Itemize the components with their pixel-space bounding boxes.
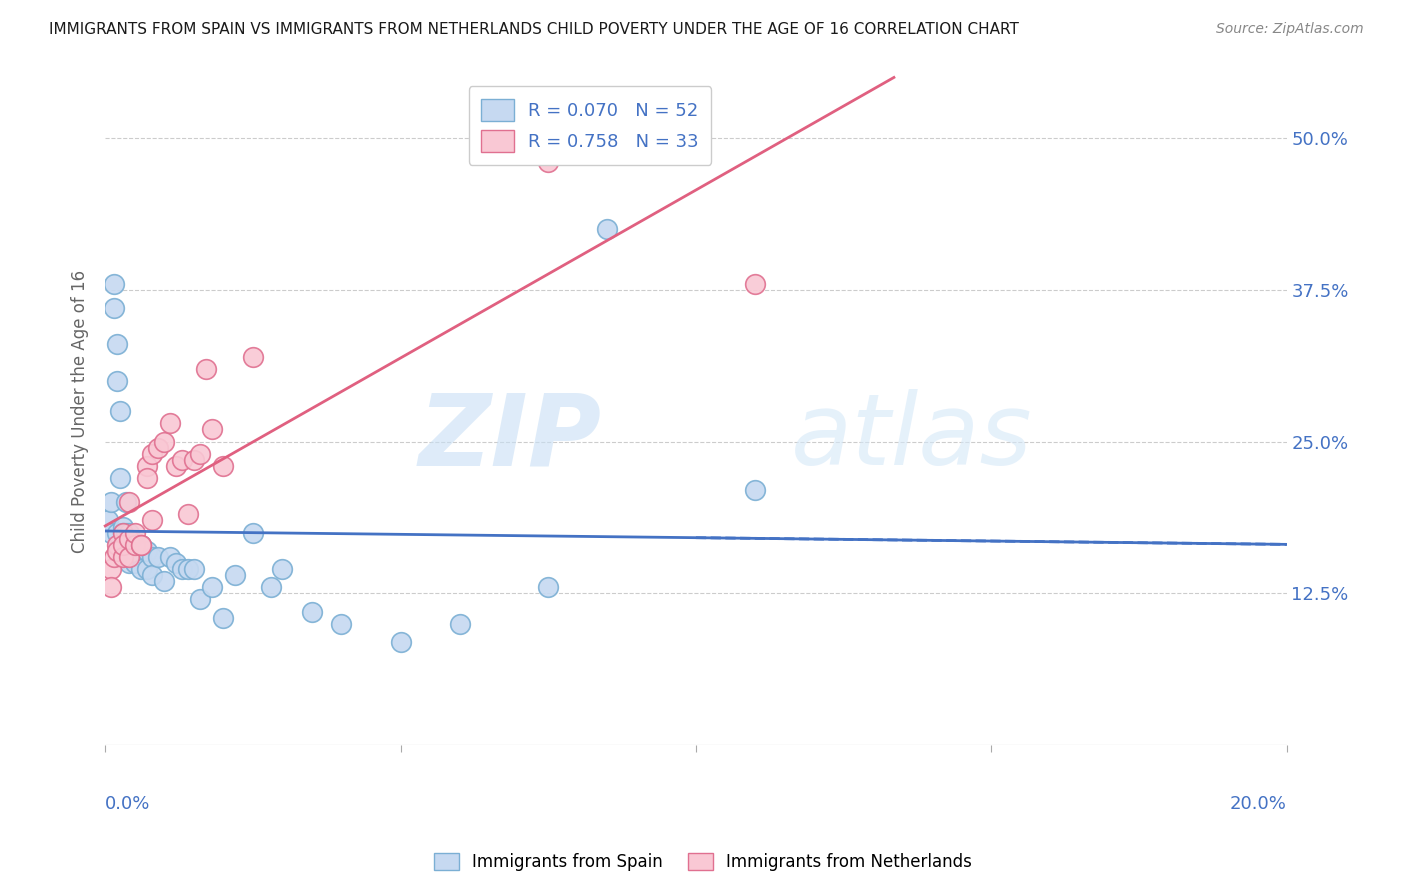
Point [124, 538, 146, 552]
Point [124, 549, 146, 564]
Point [118, 549, 141, 564]
Point [124, 556, 146, 570]
Text: atlas: atlas [790, 390, 1032, 486]
Point [129, 538, 152, 552]
Point [111, 538, 134, 552]
Point [118, 549, 141, 564]
Point [124, 544, 146, 558]
Point [129, 549, 152, 564]
Point [148, 549, 170, 564]
Y-axis label: Child Poverty Under the Age of 16: Child Poverty Under the Age of 16 [72, 269, 89, 553]
Point [100, 580, 122, 594]
Point [129, 538, 152, 552]
Point [111, 538, 134, 552]
Point [108, 404, 131, 418]
Point [242, 525, 264, 540]
Text: ZIP: ZIP [419, 390, 602, 486]
Point [141, 568, 163, 582]
Point [105, 337, 128, 351]
Point [148, 441, 170, 455]
Point [115, 525, 138, 540]
Point [115, 495, 138, 509]
Point [188, 592, 211, 607]
Point [159, 417, 181, 431]
Point [100, 525, 122, 540]
Point [118, 525, 141, 540]
Point [111, 549, 134, 564]
Point [224, 568, 246, 582]
Point [129, 538, 152, 552]
Point [170, 562, 193, 576]
Point [165, 458, 187, 473]
Point [135, 471, 157, 485]
Point [124, 525, 146, 540]
Point [135, 562, 157, 576]
Point [188, 447, 211, 461]
Point [200, 580, 222, 594]
Point [744, 483, 766, 497]
Point [100, 562, 122, 576]
Point [118, 538, 141, 552]
Point [153, 434, 176, 449]
Point [170, 452, 193, 467]
Point [100, 495, 122, 509]
Point [141, 514, 163, 528]
Point [177, 508, 200, 522]
Point [97, 514, 120, 528]
Point [141, 447, 163, 461]
Point [330, 616, 353, 631]
Point [183, 562, 205, 576]
Point [105, 374, 128, 388]
Point [103, 277, 125, 291]
Point [449, 616, 471, 631]
Point [596, 222, 619, 236]
Point [389, 635, 412, 649]
Point [124, 538, 146, 552]
Point [129, 562, 152, 576]
Point [135, 544, 157, 558]
Point [103, 549, 125, 564]
Text: Source: ZipAtlas.com: Source: ZipAtlas.com [1216, 22, 1364, 37]
Point [212, 610, 235, 624]
Point [165, 556, 187, 570]
Point [301, 605, 323, 619]
Point [177, 562, 200, 576]
Point [537, 580, 560, 594]
Point [118, 532, 141, 546]
Point [259, 580, 281, 594]
Point [105, 525, 128, 540]
Point [141, 549, 163, 564]
Point [271, 562, 294, 576]
Legend: Immigrants from Spain, Immigrants from Netherlands: Immigrants from Spain, Immigrants from N… [426, 845, 980, 880]
Point [111, 519, 134, 533]
Point [118, 495, 141, 509]
Point [111, 525, 134, 540]
Point [105, 538, 128, 552]
Text: IMMIGRANTS FROM SPAIN VS IMMIGRANTS FROM NETHERLANDS CHILD POVERTY UNDER THE AGE: IMMIGRANTS FROM SPAIN VS IMMIGRANTS FROM… [49, 22, 1019, 37]
Point [111, 525, 134, 540]
Point [118, 556, 141, 570]
Legend: R = 0.070   N = 52, R = 0.758   N = 33: R = 0.070 N = 52, R = 0.758 N = 33 [468, 87, 711, 165]
Point [153, 574, 176, 589]
Point [111, 549, 134, 564]
Point [212, 458, 235, 473]
Point [537, 155, 560, 169]
Point [105, 544, 128, 558]
Point [200, 422, 222, 436]
Point [183, 452, 205, 467]
Point [242, 350, 264, 364]
Point [108, 471, 131, 485]
Text: 0.0%: 0.0% [105, 795, 150, 814]
Point [159, 549, 181, 564]
Point [103, 301, 125, 315]
Text: 20.0%: 20.0% [1230, 795, 1286, 814]
Point [135, 458, 157, 473]
Point [194, 361, 217, 376]
Point [744, 277, 766, 291]
